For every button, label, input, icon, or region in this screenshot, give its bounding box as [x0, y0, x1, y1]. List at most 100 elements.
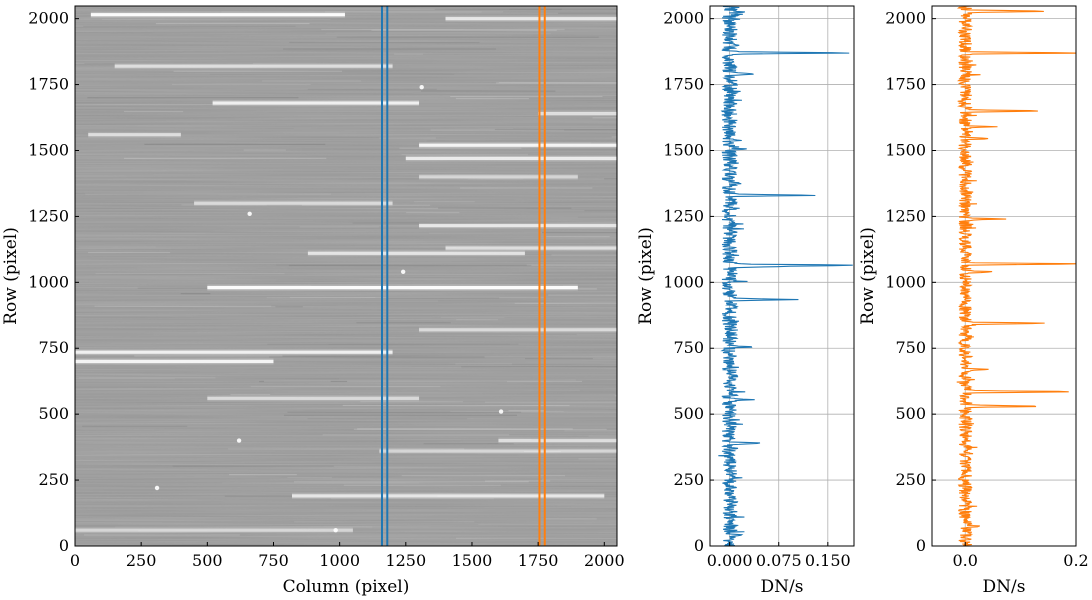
faint-band	[269, 356, 485, 358]
faint-band	[266, 296, 376, 299]
profile-series-line	[718, 6, 853, 546]
faint-band	[263, 380, 331, 382]
y-tick-label: 2000	[885, 9, 926, 28]
faint-band	[578, 458, 617, 460]
x-tick-label: 0.0	[953, 551, 978, 570]
y-tick-label: 500	[38, 404, 69, 423]
bright-streak	[212, 101, 420, 105]
image-x-ticks: 0 250 500 750 1000 1250 1500 1750 2000	[70, 542, 625, 570]
faint-band	[294, 481, 529, 483]
y-tick-label: 2000	[28, 9, 69, 28]
x-tick-label: 0.2	[1063, 551, 1088, 570]
bright-streak	[307, 251, 525, 255]
faint-band	[509, 8, 617, 10]
faint-band	[548, 294, 617, 296]
bright-streak-glow	[75, 527, 353, 534]
bright-streak	[419, 328, 617, 332]
faint-band	[428, 232, 617, 234]
faint-band	[616, 102, 617, 104]
faint-band	[343, 484, 501, 486]
x-tick-label: 1500	[452, 551, 493, 570]
x-tick-label: 1250	[385, 551, 426, 570]
bright-streak-glow	[212, 100, 420, 107]
y-tick-label: 1750	[28, 75, 69, 94]
faint-band	[558, 12, 617, 14]
faint-band	[360, 401, 463, 403]
faint-band	[576, 333, 617, 336]
bright-streak	[419, 143, 617, 147]
bright-spot	[498, 409, 504, 414]
y-tick-label: 500	[895, 404, 926, 423]
faint-band	[155, 23, 310, 25]
faint-band	[342, 404, 570, 407]
faint-band	[124, 110, 184, 113]
y-tick-label: 1500	[28, 140, 69, 159]
bright-streak	[75, 350, 393, 354]
faint-band	[230, 393, 271, 396]
image-content	[75, 8, 617, 539]
orange-profile-line	[956, 6, 1076, 546]
orange-profile-grid	[932, 6, 1077, 547]
y-tick-label: 1000	[28, 272, 69, 291]
faint-band	[564, 430, 617, 432]
y-tick-label: 1250	[28, 206, 69, 225]
faint-band	[209, 73, 455, 75]
y-tick-label: 1000	[885, 272, 926, 291]
faint-band	[575, 379, 617, 381]
faint-band	[542, 478, 617, 480]
faint-band	[413, 201, 475, 203]
faint-band	[78, 377, 216, 379]
orange-profile-frame	[931, 5, 1077, 547]
x-tick-label: 250	[126, 551, 157, 570]
faint-band	[221, 11, 482, 13]
bright-spot	[236, 438, 242, 443]
bright-streak-glow	[194, 200, 393, 207]
faint-band	[276, 264, 381, 266]
image-x-label: Column (pixel)	[283, 577, 410, 597]
faint-band	[406, 211, 460, 214]
faint-band	[592, 117, 617, 119]
bright-spot	[333, 527, 338, 533]
faint-band	[262, 80, 362, 82]
faint-band	[441, 316, 505, 319]
bright-streak	[538, 111, 617, 116]
faint-band	[478, 523, 617, 526]
orange-profile-x-ticks: 0.0 0.2	[953, 542, 1089, 570]
bright-streak	[445, 246, 617, 250]
faint-band	[243, 149, 286, 151]
bright-streak-glow	[207, 284, 578, 291]
bright-streak-glow	[405, 155, 617, 162]
y-tick-label: 500	[673, 404, 704, 423]
faint-band	[82, 425, 188, 428]
y-tick-label: 1500	[885, 140, 926, 159]
faint-band	[289, 296, 545, 299]
orange-profile-panel: 0.0 0.2 0 250 500 750 1000 1250 1500 1750 2000 DN…	[858, 5, 1089, 597]
faint-band	[420, 90, 556, 92]
faint-band	[83, 25, 296, 27]
faint-band	[496, 82, 617, 84]
faint-band	[336, 36, 599, 38]
faint-band	[426, 140, 617, 142]
bright-streak-glow	[498, 437, 617, 444]
y-tick-label: 1500	[663, 140, 704, 159]
faint-band	[543, 518, 597, 520]
bright-streak-glow	[292, 492, 605, 499]
image-y-label: Row (pixel)	[1, 227, 21, 325]
y-tick-label: 750	[38, 338, 69, 357]
faint-band	[494, 128, 617, 131]
bright-spot	[247, 211, 252, 216]
faint-band	[551, 254, 617, 256]
x-tick-label: 0.150	[805, 551, 851, 570]
bright-streak-glow	[419, 173, 578, 180]
bright-streak-glow	[207, 395, 420, 402]
bright-streak-glow	[75, 358, 274, 365]
faint-band	[324, 11, 504, 13]
image-y-ticks: 0 250 500 750 1000 1250 1500 1750 2000	[28, 9, 79, 555]
faint-band	[460, 187, 593, 189]
faint-band	[101, 18, 331, 21]
faint-band	[579, 389, 617, 391]
faint-band	[584, 210, 617, 212]
faint-band	[307, 88, 437, 91]
faint-band	[259, 380, 508, 383]
faint-band	[227, 448, 465, 450]
